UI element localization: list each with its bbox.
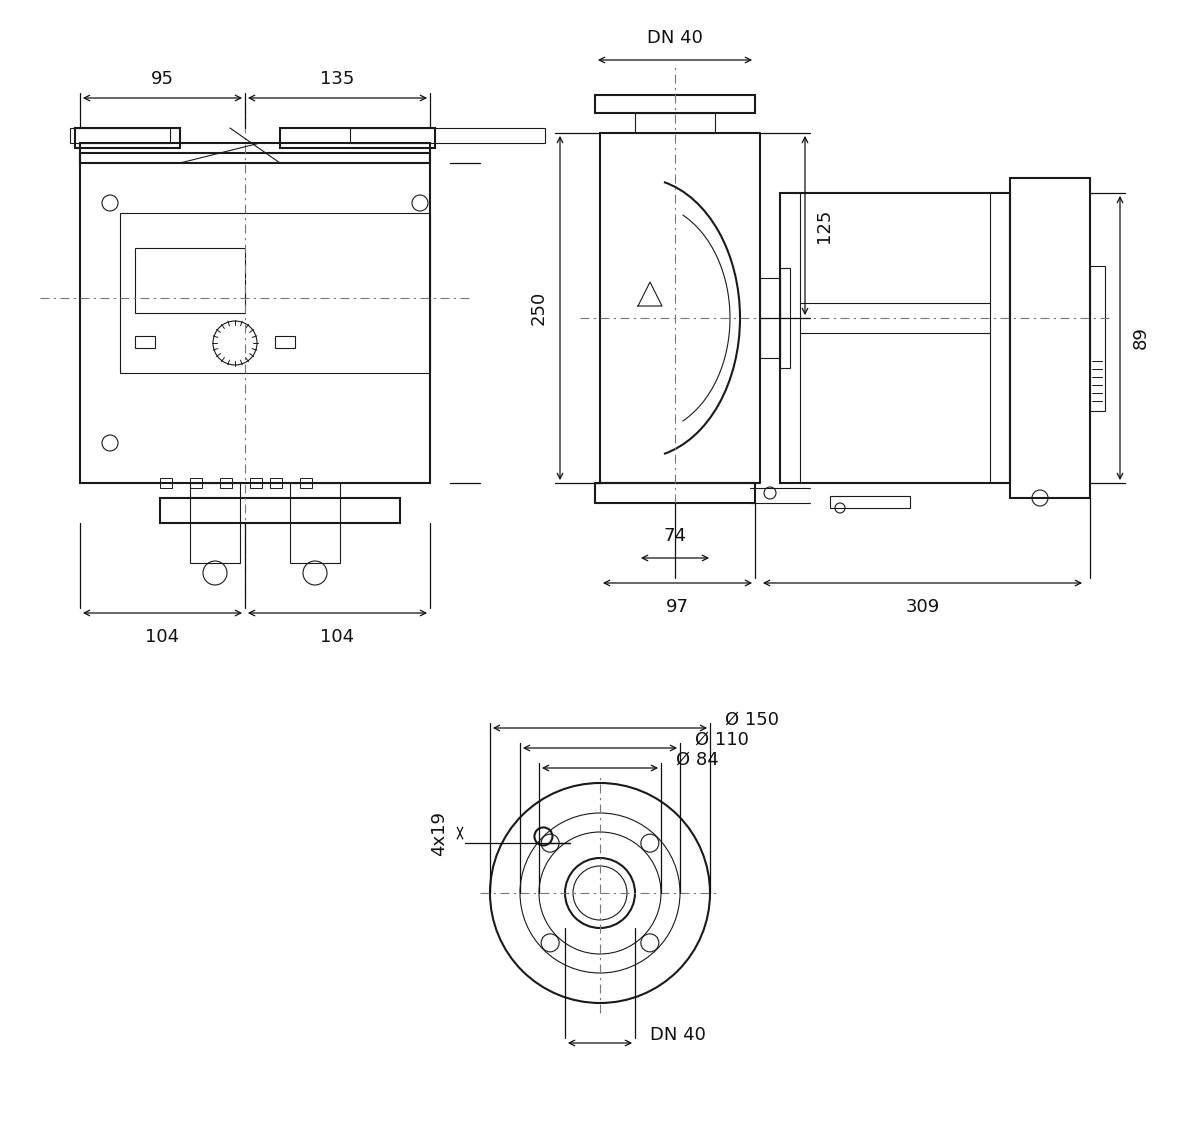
Text: DN 40: DN 40 <box>647 29 703 46</box>
Text: 74: 74 <box>664 527 686 545</box>
Bar <box>160 478 172 488</box>
Text: 125: 125 <box>815 208 833 242</box>
Bar <box>70 128 170 143</box>
Text: Ø 84: Ø 84 <box>676 751 719 769</box>
Text: 135: 135 <box>320 70 355 88</box>
Text: 4x19: 4x19 <box>430 810 448 855</box>
Bar <box>1090 266 1105 411</box>
Bar <box>220 478 232 488</box>
Text: 104: 104 <box>320 628 354 646</box>
Text: 89: 89 <box>1132 326 1150 349</box>
Bar <box>74 128 180 148</box>
Bar <box>350 128 545 143</box>
Bar <box>134 248 245 313</box>
Text: 104: 104 <box>145 628 180 646</box>
Bar <box>270 478 282 488</box>
Bar <box>134 337 155 348</box>
Bar <box>280 128 436 148</box>
Bar <box>80 153 430 483</box>
Bar <box>595 95 755 113</box>
Bar <box>120 213 430 373</box>
Bar <box>290 483 340 563</box>
Bar <box>780 269 790 368</box>
Text: 97: 97 <box>666 598 689 616</box>
Text: DN 40: DN 40 <box>650 1026 706 1043</box>
Bar <box>80 143 430 163</box>
Text: Ø 150: Ø 150 <box>725 712 779 729</box>
Bar <box>160 499 400 523</box>
Bar <box>275 337 295 348</box>
Bar <box>190 478 202 488</box>
Bar <box>250 478 262 488</box>
Text: 250: 250 <box>530 291 548 325</box>
Bar <box>760 278 780 358</box>
Text: 95: 95 <box>151 70 174 88</box>
Text: 309: 309 <box>905 598 940 616</box>
Bar <box>1010 178 1090 499</box>
Bar <box>595 483 755 503</box>
Bar <box>635 113 715 133</box>
Bar <box>190 483 240 563</box>
Bar <box>300 478 312 488</box>
Text: Ø 110: Ø 110 <box>695 731 749 749</box>
Bar <box>780 193 1010 483</box>
Bar <box>830 496 910 508</box>
